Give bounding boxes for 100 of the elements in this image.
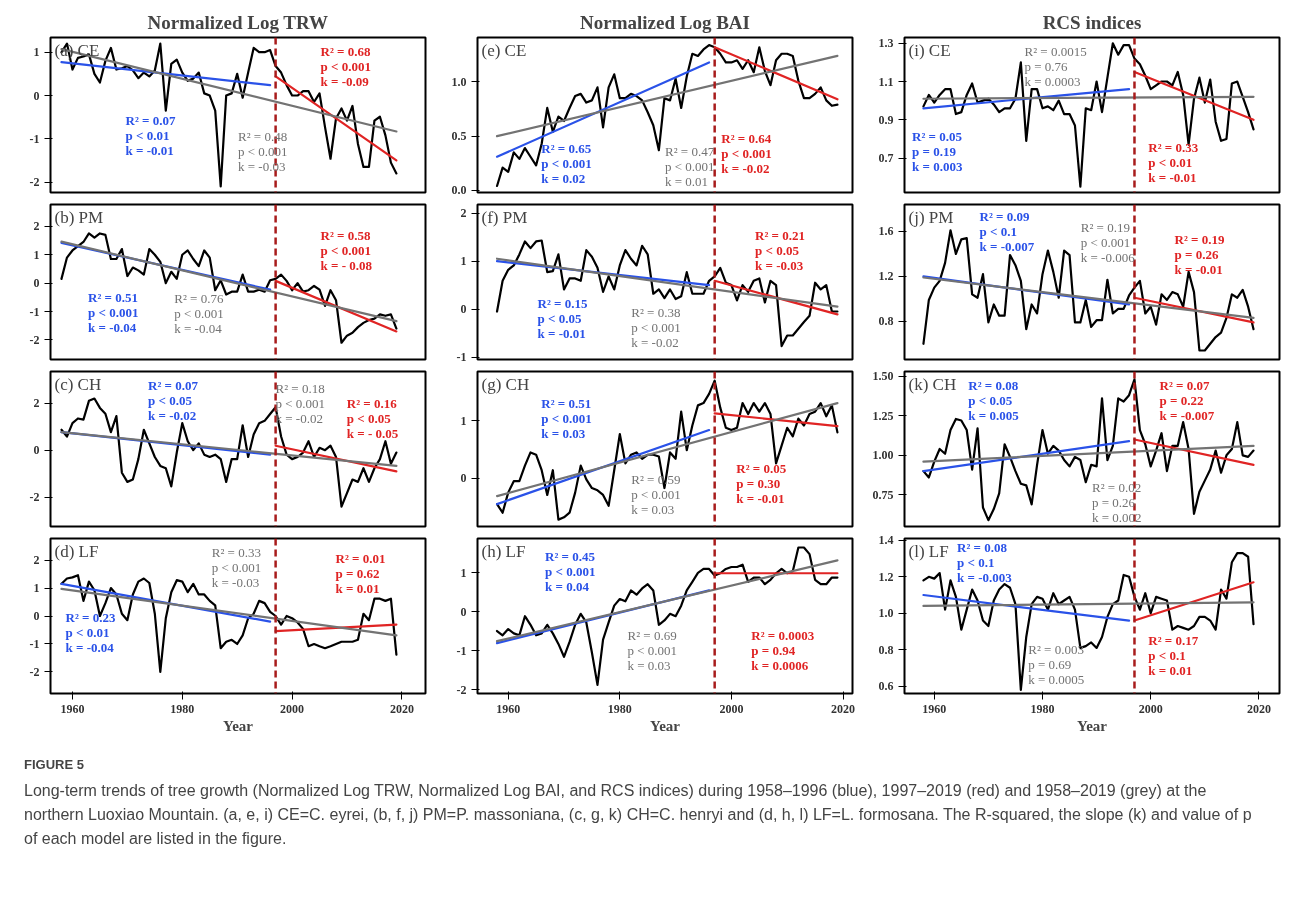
series-label: R² = 0.07 p < 0.05 k = -0.02 xyxy=(148,377,199,423)
series-label: R² = 0.05 p = 0.19 k = 0.003 xyxy=(912,128,963,174)
y-tick-label: 2 xyxy=(33,553,40,568)
y-tick-label: 0 xyxy=(460,302,467,317)
series-label: R² = 0.15 p < 0.05 k = -0.01 xyxy=(537,295,588,341)
series-label: R² = 0.69 p < 0.001 k = 0.03 xyxy=(627,628,678,674)
text: R² = 0.08 p < 0.05 k = 0.005 xyxy=(968,377,1020,423)
x-axis-title: Year xyxy=(223,717,254,734)
chart-subtitle: (j) PM xyxy=(908,207,954,227)
y-tick-label: 1 xyxy=(460,413,467,428)
x-tick-label: 1980 xyxy=(170,701,195,716)
y-tick-label: 1 xyxy=(33,45,40,60)
chart-subtitle: (e) CE xyxy=(481,40,527,60)
y-tick-label: 2 xyxy=(33,219,40,234)
y-tick-label: -1 xyxy=(456,643,467,658)
y-tick-label: 2 xyxy=(33,396,40,411)
chart-subtitle: (b) PM xyxy=(54,207,104,227)
y-tick-label: 1 xyxy=(460,254,467,269)
chart-subtitle: (f) PM xyxy=(481,207,528,227)
series-label: R² = 0.76 p < 0.001 k = -0.04 xyxy=(174,291,224,337)
x-tick-label: 1960 xyxy=(496,701,521,716)
x-tick-label: 2000 xyxy=(280,701,305,716)
y-tick-label: 0.6 xyxy=(878,679,894,694)
x-tick-label: 2020 xyxy=(831,701,856,716)
text: R² = 0.18 p < 0.001 k = -0.02 xyxy=(275,380,326,426)
y-tick-label: -1 xyxy=(29,131,40,146)
chart-subtitle: (h) LF xyxy=(481,541,526,561)
y-tick-label: 1.6 xyxy=(878,224,894,239)
text: R² = 0.07 p < 0.01 k = -0.01 xyxy=(125,113,176,159)
y-tick-label: 0.9 xyxy=(878,112,894,127)
series-label: R² = 0.0015 p = 0.76 k = 0.0003 xyxy=(1024,43,1087,89)
y-tick-label: 0.75 xyxy=(872,487,894,502)
y-tick-label: 0.5 xyxy=(451,129,467,144)
y-tick-label: 1 xyxy=(33,247,40,262)
y-tick-label: 0 xyxy=(33,443,40,458)
series-label: R² = 0.45 p < 0.001 k = 0.04 xyxy=(545,549,596,595)
series-label: R² = 0.33 p < 0.001 k = -0.03 xyxy=(211,544,262,590)
chart-title: Normalized Log TRW xyxy=(147,11,329,33)
y-tick-label: 1.2 xyxy=(878,269,894,284)
text: R² = 0.33 p < 0.01 k = -0.01 xyxy=(1148,139,1199,185)
y-tick-label: 0 xyxy=(33,276,40,291)
x-tick-label: 1960 xyxy=(60,701,85,716)
series-label: R² = 0.17 p < 0.1 k = 0.01 xyxy=(1148,633,1199,679)
series-label: R² = 0.07 p = 0.22 k = -0.007 xyxy=(1159,377,1215,423)
text: R² = 0.003 p = 0.69 k = 0.0005 xyxy=(1028,642,1085,688)
chart-subtitle: (k) CH xyxy=(908,374,957,394)
text: R² = 0.51 p < 0.001 k = 0.03 xyxy=(541,396,592,442)
y-tick-label: 2 xyxy=(460,206,467,221)
x-tick-label: 1980 xyxy=(607,701,632,716)
y-tick-label: 1 xyxy=(33,581,40,596)
text: R² = 0.01 p = 0.62 k = 0.01 xyxy=(335,550,386,596)
text: R² = 0.51 p < 0.001 k = -0.04 xyxy=(88,289,139,335)
y-tick-label: -2 xyxy=(29,175,40,190)
y-tick-label: 1.4 xyxy=(878,533,894,548)
x-axis-title: Year xyxy=(650,717,681,734)
text: R² = 0.64 p < 0.001 k = -0.02 xyxy=(721,130,772,176)
series-label: R² = 0.38 p < 0.001 k = -0.02 xyxy=(631,305,681,351)
y-tick-label: 1.25 xyxy=(872,408,894,423)
y-tick-label: 0 xyxy=(460,471,467,486)
series-label: R² = 0.08 p < 0.1 k = -0.003 xyxy=(957,540,1013,586)
y-tick-label: 1.50 xyxy=(872,369,894,384)
chart-title: RCS indices xyxy=(1042,11,1142,33)
text: R² = 0.47 p < 0.001 k = 0.01 xyxy=(665,144,715,190)
x-tick-label: 2000 xyxy=(1138,701,1163,716)
y-tick-label: 1 xyxy=(460,565,467,580)
y-tick-label: 0.8 xyxy=(878,642,894,657)
text: R² = 0.05 p = 0.30 k = -0.01 xyxy=(736,461,787,507)
y-tick-label: 1.3 xyxy=(878,36,894,51)
y-tick-label: 1.0 xyxy=(451,74,467,89)
y-tick-label: 1.0 xyxy=(878,606,894,621)
caption: FIGURE 5 xyxy=(24,756,85,774)
y-tick-label: 0 xyxy=(33,609,40,623)
y-tick-label: -2 xyxy=(29,664,40,679)
y-tick-label: -2 xyxy=(29,490,40,505)
series-label: R² = 0.68 p < 0.001 k = -0.09 xyxy=(320,43,371,89)
y-tick-label: -1 xyxy=(456,350,467,365)
series-label: R² = 0.58 p < 0.001 k = - 0.08 xyxy=(320,227,373,273)
y-tick-label: 1.00 xyxy=(872,448,894,463)
series-label: R² = 0.65 p < 0.001 k = 0.02 xyxy=(541,141,592,187)
text: R² = 0.0003 p = 0.94 k = 0.0006 xyxy=(751,628,815,674)
chart-subtitle: (i) CE xyxy=(908,40,951,60)
y-tick-label: 0 xyxy=(460,604,467,619)
series-label: R² = 0.16 p < 0.05 k = - 0.05 xyxy=(346,396,399,442)
y-tick-label: 0 xyxy=(33,88,40,103)
y-tick-label: -2 xyxy=(29,332,40,347)
text: R² = 0.19 p < 0.001 k = -0.006 xyxy=(1080,220,1136,265)
series-label: R² = 0.23 p < 0.01 k = -0.04 xyxy=(65,609,116,655)
y-tick-label: 0.8 xyxy=(878,314,894,329)
chart-subtitle: (l) LF xyxy=(908,541,949,561)
chart-subtitle: (d) LF xyxy=(54,541,99,561)
text: R² = 0.09 p < 0.1 k = -0.007 xyxy=(979,209,1035,255)
y-tick-label: 1.2 xyxy=(878,569,894,584)
chart-subtitle: (g) CH xyxy=(481,374,530,394)
x-axis-title: Year xyxy=(1077,717,1108,734)
y-tick-label: -1 xyxy=(29,304,40,319)
x-tick-label: 1960 xyxy=(922,701,947,716)
x-tick-label: 2020 xyxy=(1246,701,1271,716)
y-tick-label: -1 xyxy=(29,636,40,651)
text: R² = 0.19 p = 0.26 k = -0.01 xyxy=(1174,232,1225,278)
x-tick-label: 1980 xyxy=(1030,701,1055,716)
